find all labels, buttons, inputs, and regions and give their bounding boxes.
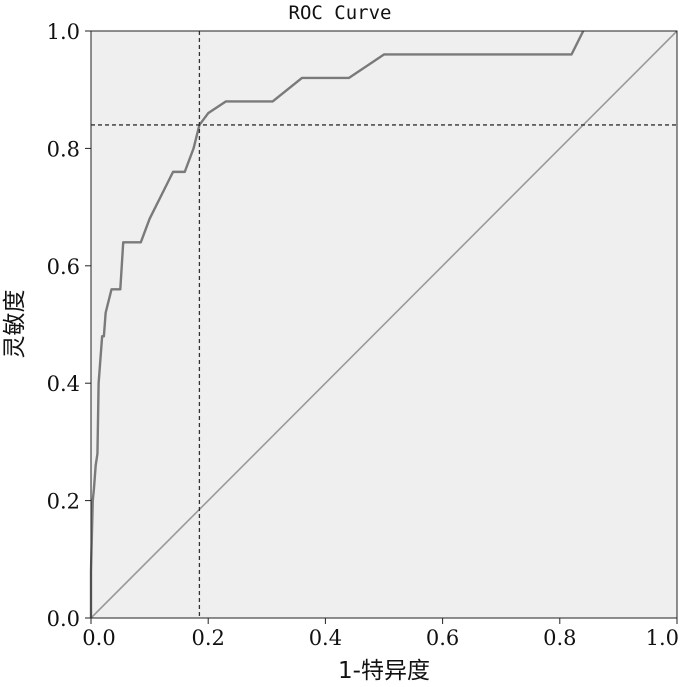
x-tick-label: 1.0 [646,626,679,650]
y-axis-title: 灵敏度 [2,290,28,359]
x-tick-label: 0.8 [543,626,576,650]
roc-curve-line [89,30,585,618]
y-tick-label: 0.6 [47,255,80,279]
x-tick-label: 0.2 [191,626,224,650]
x-tick-label: 0.4 [309,626,342,650]
chart-title: ROC Curve [289,2,392,24]
x-tick-label: 0.0 [82,626,115,650]
y-tick-label: 0.2 [47,490,80,514]
reference-line [90,30,678,619]
x-axis-title: 1-特异度 [338,658,430,684]
plot-frame [90,30,678,619]
y-tick-label: 0.0 [47,607,80,631]
y-tick-label: 0.4 [47,372,80,396]
y-tick-label: 0.8 [47,137,80,161]
y-tick-label: 1.0 [47,20,80,44]
x-tick-label: 0.6 [426,626,459,650]
